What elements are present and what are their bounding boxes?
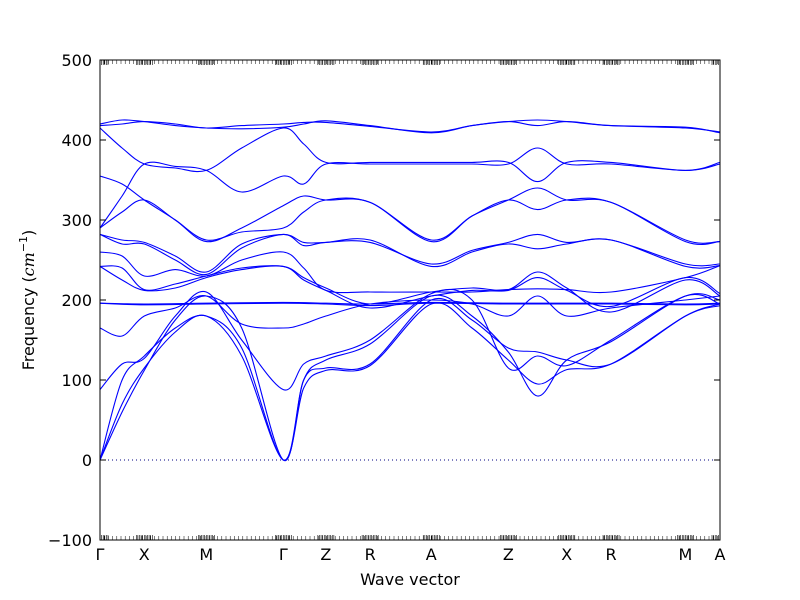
y-tick-label: 400 <box>61 131 92 150</box>
band-line-15 <box>99 147 721 229</box>
band-line-8 <box>99 265 721 309</box>
svg-text:Frequency (cm−1): Frequency (cm−1) <box>17 230 38 371</box>
band-line-11 <box>99 233 721 276</box>
band-line-16 <box>99 127 721 183</box>
band-line-1 <box>99 297 721 461</box>
band-line-12 <box>99 233 721 273</box>
band-line-3 <box>99 293 721 462</box>
band-line-9 <box>99 265 721 313</box>
plot-frame <box>99 59 721 541</box>
band-line-5 <box>99 295 721 337</box>
ylabel-prefix: Frequency ( <box>19 276 38 370</box>
y-tick-label: 500 <box>61 51 92 70</box>
x-tick-label: A <box>715 545 726 564</box>
x-tick-label: R <box>365 545 376 564</box>
ylabel-unit: cm <box>19 252 38 276</box>
y-tick-label: −100 <box>48 531 92 550</box>
y-tick-label: 0 <box>82 451 92 470</box>
x-tick-label: M <box>679 545 693 564</box>
x-tick-label: R <box>605 545 616 564</box>
ylabel-suffix: ) <box>19 230 38 236</box>
ylabel-exponent: −1 <box>17 236 30 252</box>
band-line-4 <box>99 288 721 391</box>
y-tick-label: 100 <box>61 371 92 390</box>
band-line-10 <box>99 251 721 294</box>
x-tick-label: M <box>199 545 213 564</box>
y-tick-label: 300 <box>61 211 92 230</box>
y-tick-label: 200 <box>61 291 92 310</box>
x-tick-label: A <box>426 545 437 564</box>
band-line-14 <box>99 175 721 246</box>
y-axis-title: Frequency (cm−1) <box>17 230 38 371</box>
x-tick-label: Γ <box>96 545 105 564</box>
plot-area: −100 0 100 200 300 400 500 Γ X M Γ Z R A Z X R M A <box>48 51 725 564</box>
x-tick-label: Z <box>503 545 514 564</box>
x-tick-label: Γ <box>279 545 288 564</box>
band-line-18 <box>99 119 721 134</box>
x-tick-label: Z <box>320 545 331 564</box>
band-line-2 <box>99 302 721 461</box>
x-axis-title: Wave vector <box>360 570 460 589</box>
x-tick-label: X <box>139 545 150 564</box>
x-tick-label: X <box>561 545 572 564</box>
